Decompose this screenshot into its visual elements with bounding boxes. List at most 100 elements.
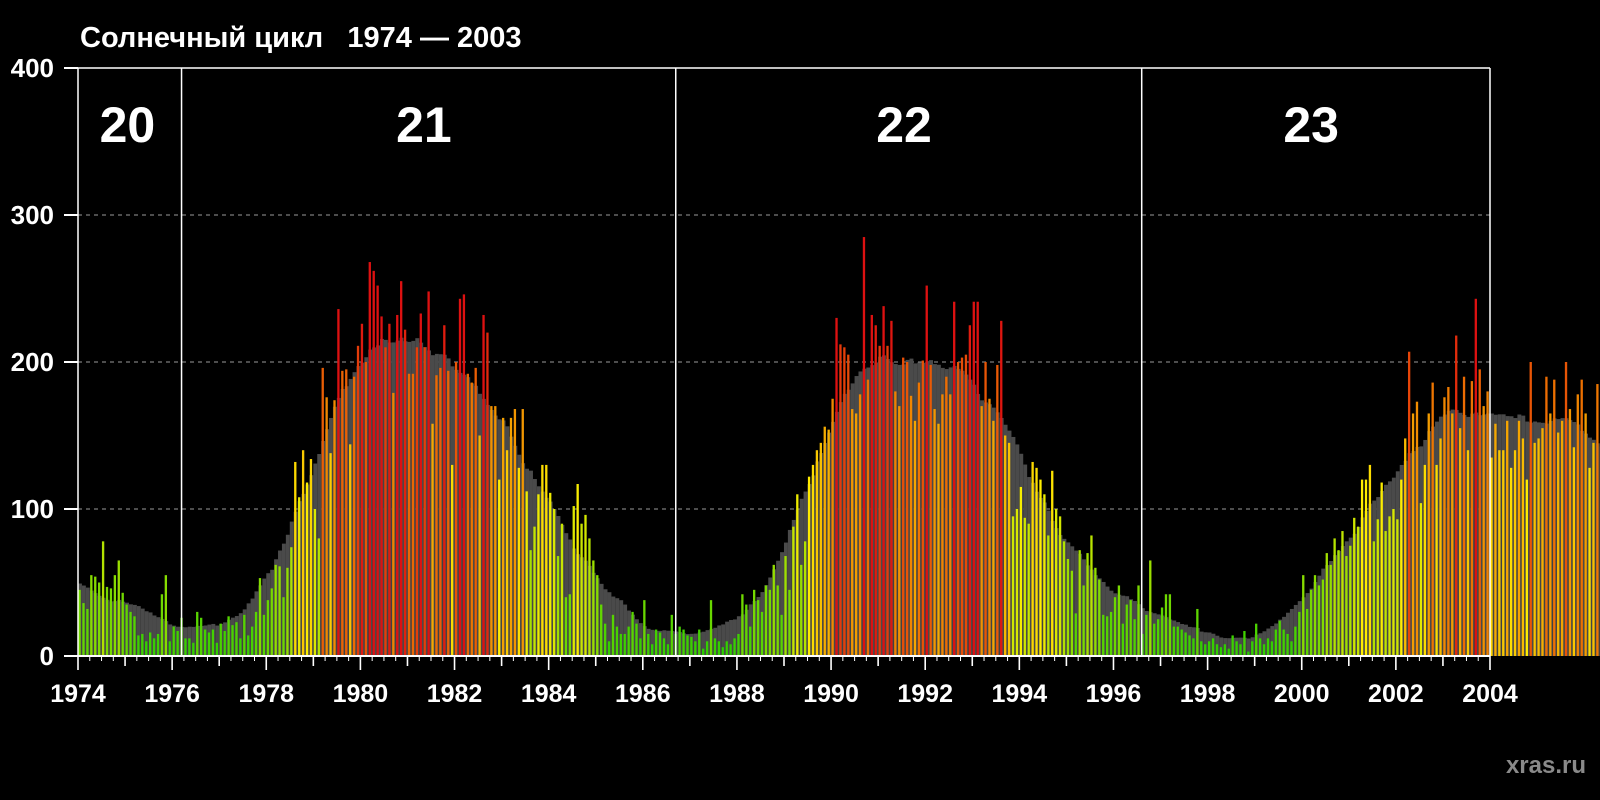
monthly-bar bbox=[1086, 553, 1089, 656]
monthly-bar bbox=[1470, 381, 1474, 656]
monthly-bar bbox=[1133, 619, 1136, 656]
monthly-bar bbox=[384, 347, 387, 656]
monthly-bar bbox=[996, 364, 999, 656]
monthly-bar bbox=[854, 413, 858, 656]
monthly-bar bbox=[1478, 369, 1481, 656]
monthly-bar bbox=[1051, 470, 1054, 656]
monthly-bar bbox=[749, 626, 752, 656]
monthly-bar bbox=[325, 397, 328, 656]
monthly-bar bbox=[1078, 550, 1081, 656]
monthly-bar bbox=[188, 638, 191, 656]
monthly-bar bbox=[1262, 644, 1266, 656]
monthly-bar bbox=[796, 494, 799, 656]
monthly-bar bbox=[1462, 376, 1466, 656]
monthly-bar bbox=[596, 575, 599, 656]
smoothed-bar bbox=[623, 604, 628, 656]
monthly-bar bbox=[1435, 464, 1438, 656]
monthly-bar bbox=[1321, 579, 1325, 656]
monthly-bar bbox=[780, 614, 783, 656]
smoothed-bar bbox=[1203, 632, 1208, 656]
smoothed-bar bbox=[1140, 608, 1145, 656]
monthly-bar bbox=[941, 394, 944, 656]
monthly-bar bbox=[478, 435, 481, 656]
monthly-bar bbox=[831, 398, 834, 656]
monthly-bar bbox=[1274, 629, 1277, 656]
monthly-bar bbox=[199, 617, 203, 656]
monthly-bar bbox=[1062, 541, 1066, 656]
monthly-bar bbox=[486, 332, 489, 656]
monthly-bar bbox=[113, 575, 117, 656]
monthly-bar bbox=[1149, 560, 1152, 656]
monthly-bar bbox=[450, 464, 454, 656]
monthly-bar bbox=[243, 614, 246, 656]
monthly-bar bbox=[576, 484, 579, 656]
monthly-bar bbox=[988, 398, 991, 656]
monthly-bar bbox=[647, 633, 650, 656]
monthly-bar bbox=[137, 635, 140, 656]
monthly-bar bbox=[333, 400, 336, 656]
monthly-bar bbox=[133, 616, 136, 656]
monthly-bar bbox=[1258, 638, 1262, 656]
monthly-bar bbox=[1204, 644, 1207, 656]
monthly-bar bbox=[678, 626, 681, 656]
monthly-bar bbox=[239, 638, 242, 656]
monthly-bar bbox=[431, 423, 434, 656]
monthly-bar bbox=[1090, 535, 1093, 656]
monthly-bar bbox=[447, 370, 450, 656]
monthly-bar bbox=[584, 514, 587, 656]
smoothed-bar bbox=[140, 608, 145, 656]
monthly-bar bbox=[1066, 558, 1070, 656]
monthly-bar bbox=[1384, 531, 1387, 656]
monthly-bar bbox=[321, 367, 324, 656]
monthly-bar bbox=[313, 509, 317, 656]
monthly-bar bbox=[623, 633, 626, 656]
smoothed-bar bbox=[1289, 608, 1294, 656]
monthly-bar bbox=[580, 523, 583, 656]
monthly-bar bbox=[1153, 623, 1156, 656]
monthly-bar bbox=[807, 476, 811, 656]
smoothed-bar bbox=[729, 620, 733, 656]
monthly-bar bbox=[317, 538, 320, 656]
monthly-bar bbox=[1137, 585, 1140, 656]
monthly-bar bbox=[407, 373, 411, 656]
monthly-bar bbox=[1439, 438, 1442, 656]
monthly-bar bbox=[611, 614, 615, 656]
monthly-bar bbox=[458, 298, 462, 656]
monthly-bar bbox=[1004, 435, 1007, 656]
monthly-bar bbox=[819, 442, 822, 656]
monthly-bar bbox=[505, 450, 509, 656]
x-tick-label: 1982 bbox=[427, 680, 483, 708]
monthly-bar bbox=[627, 626, 630, 656]
monthly-bar bbox=[894, 391, 897, 656]
monthly-bar bbox=[662, 638, 666, 656]
monthly-bar bbox=[1431, 382, 1434, 656]
monthly-bar bbox=[1160, 607, 1164, 656]
smoothed-bar bbox=[701, 631, 706, 656]
monthly-bar bbox=[917, 382, 921, 656]
monthly-bar bbox=[101, 541, 105, 656]
monthly-bar bbox=[756, 600, 760, 656]
smoothed-bar bbox=[780, 552, 784, 656]
monthly-bar bbox=[1109, 611, 1113, 656]
monthly-bar bbox=[686, 635, 689, 656]
monthly-bar bbox=[737, 633, 740, 656]
y-tick-label: 0 bbox=[40, 641, 54, 671]
monthly-bar bbox=[1380, 482, 1383, 656]
monthly-bar bbox=[525, 491, 528, 656]
x-tick-label: 1994 bbox=[992, 680, 1048, 708]
monthly-bar bbox=[976, 301, 979, 656]
monthly-bar bbox=[639, 638, 642, 656]
monthly-bar bbox=[682, 629, 685, 656]
monthly-bar bbox=[1337, 550, 1340, 656]
monthly-bar bbox=[1376, 519, 1379, 656]
smoothed-bar bbox=[1074, 550, 1079, 656]
monthly-bar bbox=[341, 370, 344, 656]
y-tick-label: 300 bbox=[11, 200, 54, 230]
monthly-bar bbox=[556, 556, 560, 656]
monthly-bar bbox=[1341, 531, 1344, 656]
smoothed-bar bbox=[191, 626, 196, 656]
monthly-bar bbox=[388, 323, 391, 656]
monthly-bar bbox=[902, 357, 905, 656]
monthly-bar bbox=[400, 281, 403, 656]
monthly-bar bbox=[592, 560, 595, 656]
